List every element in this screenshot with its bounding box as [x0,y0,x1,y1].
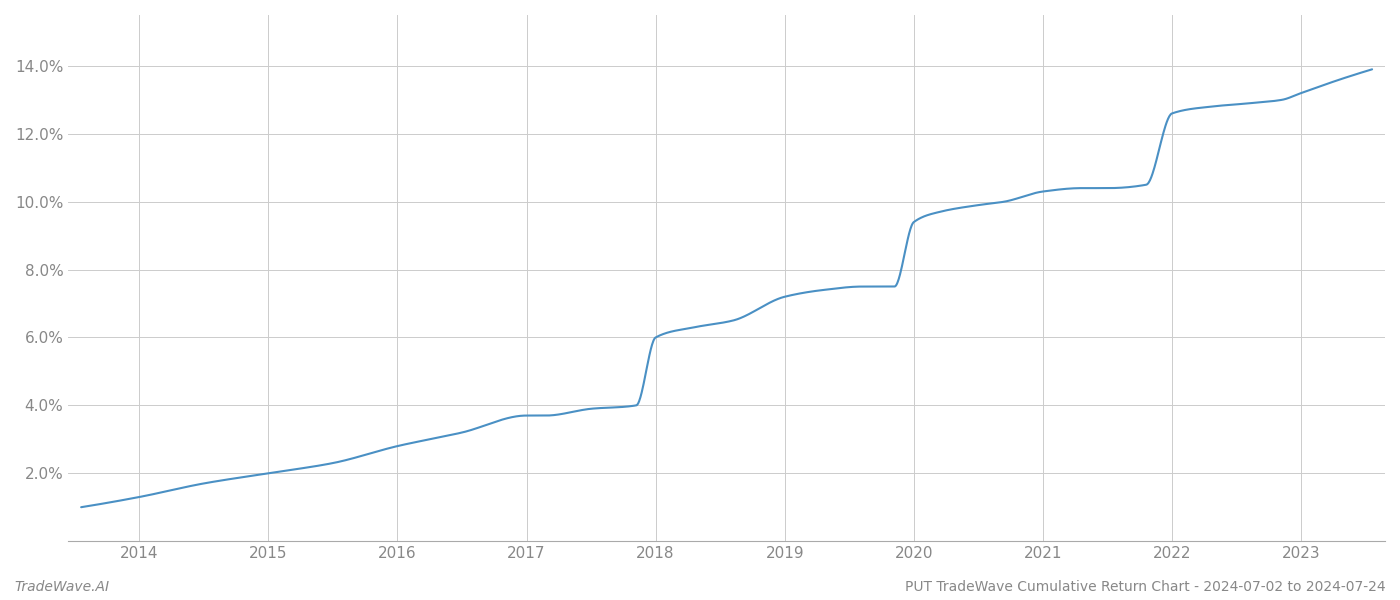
Text: PUT TradeWave Cumulative Return Chart - 2024-07-02 to 2024-07-24: PUT TradeWave Cumulative Return Chart - … [906,580,1386,594]
Text: TradeWave.AI: TradeWave.AI [14,580,109,594]
